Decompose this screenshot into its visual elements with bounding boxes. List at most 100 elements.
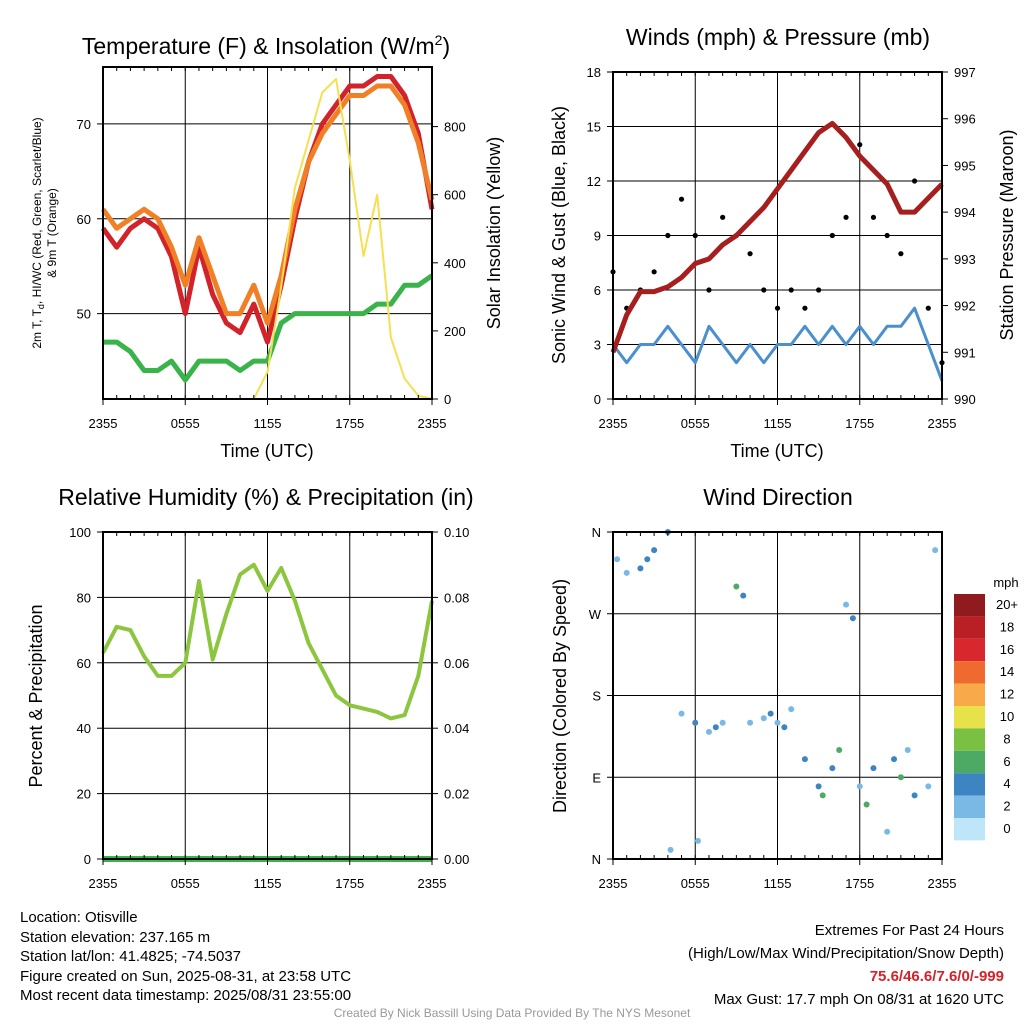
- station-latlon: Station lat/lon: 41.4825; -74.5037: [20, 948, 242, 965]
- direction-point: [849, 615, 856, 622]
- y-tick-label-left: 40: [77, 721, 91, 736]
- colorbar-swatch: [954, 706, 985, 729]
- y-tick-label-left: 50: [77, 307, 91, 322]
- station-info: Location: Otisville Station elevation: 2…: [20, 908, 351, 1006]
- y-tick-label-right: 993: [954, 252, 976, 267]
- y-tick-label-right: 995: [954, 158, 976, 173]
- gust-point: [925, 305, 931, 311]
- y-tick-label-left: 6: [594, 283, 601, 298]
- colorbar-swatch: [954, 795, 985, 818]
- winds-ylabel-right: Station Pressure (Maroon): [997, 129, 1017, 340]
- figure-created: Figure created on Sun, 2025-08-31, at 23…: [20, 967, 352, 985]
- direction-point: [692, 719, 699, 726]
- gust-point: [884, 232, 890, 239]
- direction-point: [891, 756, 898, 763]
- y-tick-label-right: 800: [444, 120, 466, 135]
- colorbar-swatch: [954, 683, 985, 706]
- y-tick-label-left: 0: [84, 852, 91, 867]
- y-tick-label-right: 992: [954, 299, 976, 314]
- y-tick-label-right: 0.00: [444, 852, 469, 867]
- colorbar-label: 16: [1000, 642, 1014, 657]
- x-tick-label: 1155: [764, 416, 792, 431]
- direction-point: [870, 765, 877, 772]
- y-tick-label-left: 60: [77, 212, 91, 227]
- y-tick-label-right: 0.06: [444, 656, 469, 671]
- colorbar-label: 20+: [996, 597, 1018, 612]
- gust-point: [816, 287, 822, 293]
- winds-ylabel-left: Sonic Wind & Gust (Blue, Black): [549, 106, 569, 364]
- colorbar-swatch: [954, 616, 985, 639]
- direction-point: [788, 706, 795, 713]
- direction-point: [863, 801, 870, 808]
- direction-point: [904, 747, 911, 753]
- direction-point: [694, 837, 701, 844]
- x-tick-label: 0555: [681, 876, 710, 891]
- colorbar-label: 12: [1000, 687, 1014, 702]
- y-tick-label-left: 18: [587, 65, 601, 80]
- x-tick-label: 2355: [599, 876, 628, 891]
- direction-point: [856, 783, 863, 790]
- direction-point: [781, 724, 788, 731]
- direction-point: [836, 747, 843, 753]
- y-tick-label-left: S: [592, 689, 601, 704]
- colorbar-swatch: [954, 728, 985, 751]
- direction-point: [760, 715, 767, 722]
- colorbar-label: 18: [1000, 619, 1014, 634]
- series-station-pressure: [610, 120, 944, 354]
- colorbar-swatch: [954, 818, 985, 841]
- direction-point: [932, 547, 939, 554]
- direction-title: Wind Direction: [703, 484, 853, 510]
- y-tick-label-right: 0.04: [444, 721, 469, 736]
- gust-point: [802, 305, 808, 311]
- gust-point: [706, 287, 712, 293]
- colorbar-swatch: [954, 773, 985, 796]
- station-elevation: Station elevation: 237.165 m: [20, 928, 211, 946]
- x-tick-label: 1155: [254, 416, 282, 431]
- y-tick-label-left: 15: [587, 120, 601, 135]
- direction-point: [911, 792, 918, 799]
- direction-point: [678, 710, 685, 717]
- extremes-legend: (High/Low/Max Wind/Precipitation/Snow De…: [688, 945, 1004, 962]
- extremes-title: Extremes For Past 24 Hours: [814, 922, 1004, 939]
- temperature-xlabel: Time (UTC): [220, 441, 313, 461]
- gust-point: [857, 142, 863, 148]
- series-sonic-wind: [611, 306, 944, 382]
- series-relative-humidity: [101, 562, 434, 721]
- series-9m-t: [100, 83, 435, 326]
- series-2m-t: [100, 74, 435, 345]
- direction-point: [712, 724, 719, 731]
- colorbar-label: 0: [1003, 821, 1010, 836]
- x-tick-label: 2355: [928, 416, 957, 431]
- y-tick-label-left: 20: [77, 787, 91, 802]
- y-tick-label-right: 994: [954, 205, 976, 220]
- direction-point: [819, 792, 826, 799]
- gust-point: [761, 287, 767, 293]
- direction-point: [644, 556, 651, 563]
- y-tick-label-right: 600: [444, 188, 466, 203]
- direction-point: [637, 565, 644, 572]
- gust-point: [720, 214, 726, 220]
- y-tick-label-right: 0.02: [444, 787, 469, 802]
- x-tick-label: 1155: [764, 876, 792, 891]
- y-tick-label-right: 200: [444, 324, 466, 339]
- direction-point: [774, 719, 781, 726]
- x-tick-label: 2355: [599, 416, 628, 431]
- gust-point: [692, 232, 698, 239]
- winds-title: Winds (mph) & Pressure (mb): [626, 24, 930, 50]
- extremes-values: 75.6/46.6/7.6/0/-999: [869, 968, 1004, 985]
- colorbar-swatch: [954, 661, 985, 684]
- direction-point: [843, 601, 850, 608]
- colorbar-label: 8: [1003, 731, 1010, 746]
- temperature-ylabel-left-1: 2m T, Td, HI/WC (Red, Green, Scarlet/Blu…: [30, 117, 46, 348]
- direction-point: [925, 783, 932, 790]
- x-tick-label: 1755: [845, 416, 874, 431]
- gust-point: [843, 214, 849, 220]
- direction-point: [614, 556, 621, 563]
- winds-panel: Winds (mph) & Pressure (mb) 2355 0555 1155…: [549, 24, 1017, 461]
- gust-point: [788, 287, 794, 293]
- temperature-ylabel-left-2: & 9m T (Orange): [45, 188, 59, 278]
- direction-ylabel-left: Direction (Colored By Speed): [550, 579, 570, 813]
- direction-point: [667, 846, 674, 853]
- gust-point: [774, 305, 781, 311]
